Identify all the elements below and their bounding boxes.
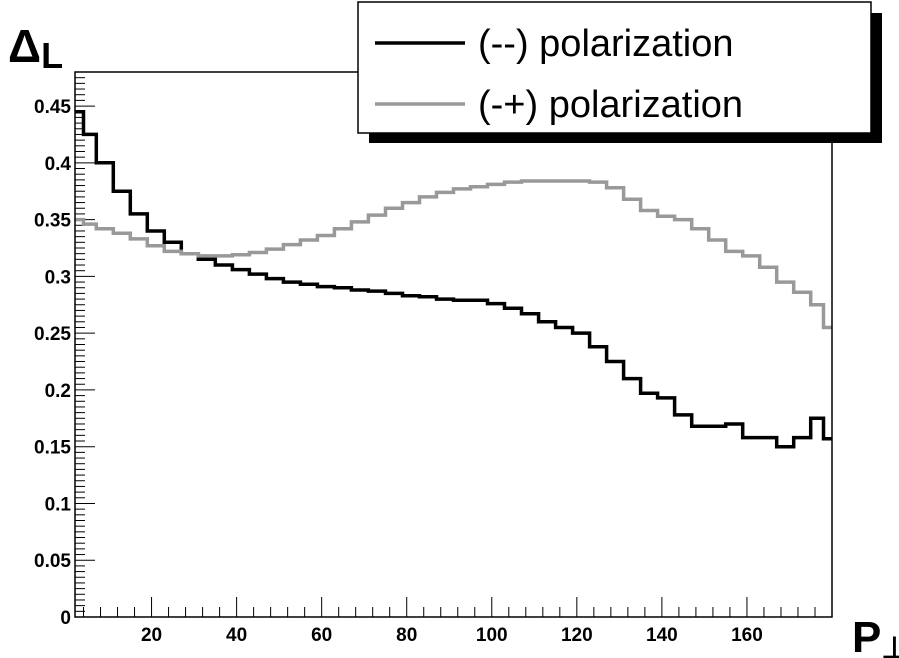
y-tick-label: 0.4 [45, 154, 72, 175]
y-axis: 0 0.05 0.1 0.15 0.2 0.25 0.3 0.35 0.4 0.45 [34, 71, 95, 629]
y-tick-label: 0.1 [45, 494, 72, 515]
y-axis-label: ΔL [8, 20, 63, 76]
y-tick-label: 0.2 [45, 381, 71, 402]
x-tick-label: 40 [226, 625, 247, 646]
x-tick-label: 100 [476, 625, 508, 646]
x-axis: 20 40 60 80 100 120 140 160 [83, 597, 833, 646]
legend-box [357, 1, 872, 134]
y-tick-label: 0 [60, 608, 71, 629]
y-tick-label: 0.05 [34, 551, 71, 572]
x-tick-label: 80 [396, 625, 417, 646]
x-tick-label: 20 [141, 625, 162, 646]
legend-label-minus-minus: (--) polarization [478, 23, 734, 65]
y-tick-label: 0.3 [45, 267, 71, 288]
x-tick-label: 60 [311, 625, 332, 646]
legend-label-minus-plus: (-+) polarization [478, 84, 743, 126]
y-tick-label: 0.45 [34, 97, 71, 118]
y-tick-label: 0.15 [34, 438, 71, 459]
series-group [75, 109, 832, 449]
legend: (--) polarization (-+) polarization [357, 1, 882, 143]
plot-frame [74, 71, 833, 618]
y-tick-label: 0.35 [34, 211, 71, 232]
x-axis-label: P⊥ [852, 613, 899, 658]
series-line-minus-plus [75, 179, 832, 330]
series-line-minus-minus [75, 109, 832, 449]
x-tick-label: 120 [561, 625, 593, 646]
y-tick-label: 0.25 [34, 324, 71, 345]
x-tick-label: 140 [646, 625, 678, 646]
x-tick-label: 160 [731, 625, 763, 646]
